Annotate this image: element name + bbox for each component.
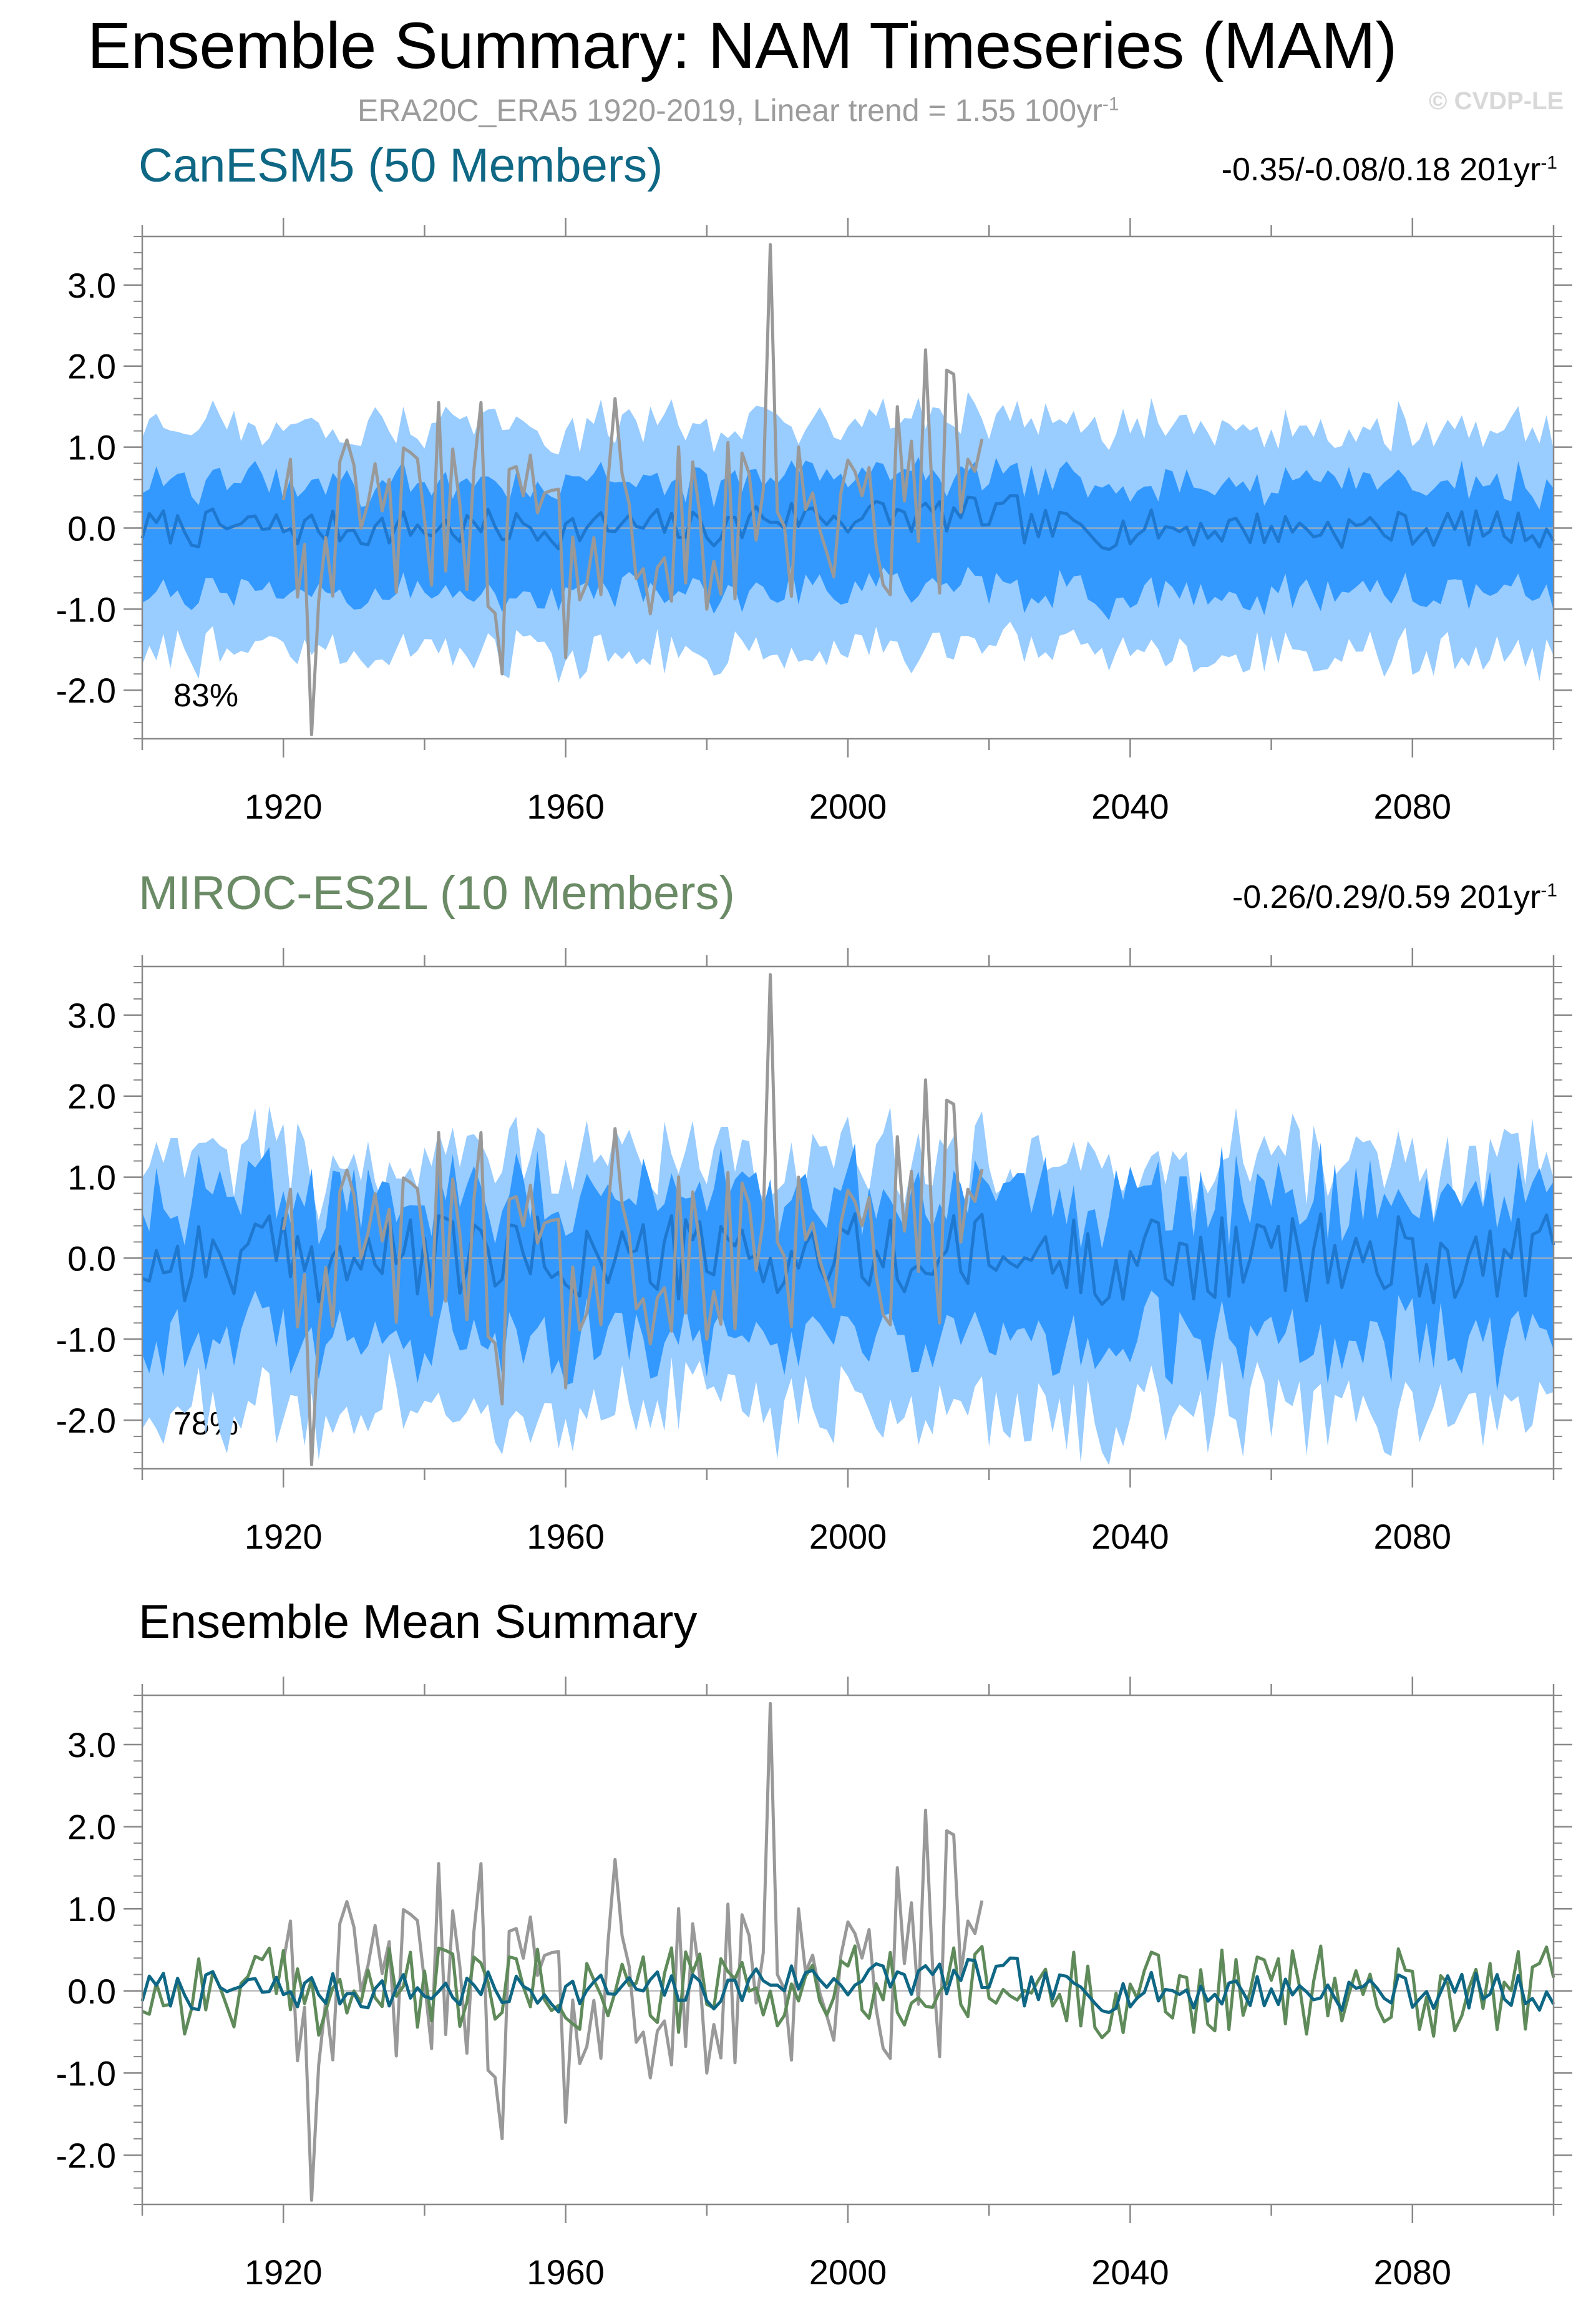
panel2-x-tick-label: 2040 — [1091, 1517, 1169, 1556]
panel1-x-tick-label: 2040 — [1091, 787, 1169, 826]
panel1-y-tick-label: 3.0 — [67, 266, 116, 305]
panel3-x-tick-label: 1920 — [245, 2252, 323, 2292]
panel3-x-tick-label: 1960 — [527, 2252, 605, 2292]
panel1-x-tick-label: 1960 — [527, 787, 605, 826]
panel3-y-tick-label: 0.0 — [67, 1972, 116, 2011]
panel3-y-tick-label: 3.0 — [67, 1725, 116, 1765]
panel1-y-tick-label: 2.0 — [67, 347, 116, 386]
panel3-canesm5-mean-line — [140, 1956, 1555, 2014]
panel3-x-tick-label: 2040 — [1091, 2252, 1169, 2292]
ensemble-mean-panel-title: Ensemble Mean Summary — [139, 1595, 698, 1648]
panel3-x-tick-label: 2080 — [1374, 2252, 1452, 2292]
page-title: Ensemble Summary: NAM Timeseries (MAM) — [87, 9, 1397, 82]
panel2-x-tick-label: 1920 — [245, 1517, 323, 1556]
panel1-x-tick-label: 2080 — [1374, 787, 1452, 826]
panel3-y-tick-label: 1.0 — [67, 1889, 116, 1929]
panel1-y-tick-label: -2.0 — [56, 671, 117, 710]
canesm5-percent-label: 83% — [173, 678, 239, 714]
panel2-x-tick-label: 2080 — [1374, 1517, 1452, 1556]
panel3-miroc-mean-line — [142, 1944, 1555, 2040]
panel2-inner-band — [142, 1142, 1554, 1391]
panel2-x-tick-label: 2000 — [809, 1517, 887, 1556]
panel3-y-tick-label: -1.0 — [56, 2053, 117, 2093]
panel1-y-tick-label: 1.0 — [67, 428, 116, 467]
panel3-y-tick-label: 2.0 — [67, 1808, 116, 1847]
panel2-observed-line — [281, 973, 984, 1466]
panel1-x-tick-label: 1920 — [245, 787, 323, 826]
panel2-y-tick-label: 1.0 — [67, 1158, 116, 1197]
panel3-x-tick-label: 2000 — [809, 2252, 887, 2292]
cvdp-watermark: © CVDP-LE — [1429, 87, 1564, 115]
panel3-frame — [141, 1694, 1555, 2206]
canesm5-panel-title: CanESM5 (50 Members) — [139, 139, 663, 192]
panel2-x-tick-label: 1960 — [527, 1517, 605, 1556]
panel2-y-tick-label: 3.0 — [67, 996, 116, 1035]
panel1-y-tick-label: 0.0 — [67, 509, 116, 548]
panel2-y-tick-label: -1.0 — [56, 1320, 117, 1359]
panel2-y-tick-label: 2.0 — [67, 1077, 116, 1116]
panel1-y-tick-label: -1.0 — [56, 590, 117, 629]
panel1-observed-line — [281, 243, 984, 736]
panel2-ensemble-mean-line — [142, 1212, 1555, 1306]
miroc-panel-title: MIROC-ES2L (10 Members) — [139, 867, 735, 920]
panel2-y-tick-label: -2.0 — [56, 1401, 117, 1440]
panel3-y-tick-label: -2.0 — [56, 2136, 117, 2175]
panel2-y-tick-label: 0.0 — [67, 1239, 116, 1278]
observation-subtitle: ERA20C_ERA5 1920-2019, Linear trend = 1.… — [358, 93, 1119, 128]
panel1-ensemble-mean-line — [140, 494, 1555, 552]
miroc-trend-label: -0.26/0.29/0.59 201yr-1 — [1232, 879, 1557, 915]
panel1-inner-band — [142, 457, 1554, 620]
panel1-x-tick-label: 2000 — [809, 787, 887, 826]
canesm5-trend-label: -0.35/-0.08/0.18 201yr-1 — [1221, 152, 1557, 188]
